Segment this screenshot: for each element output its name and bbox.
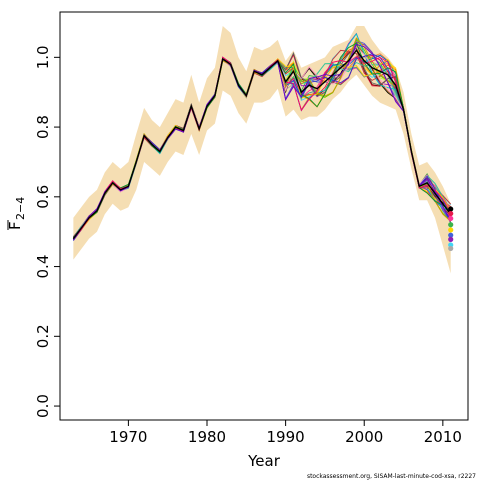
terminal-point [448, 206, 454, 212]
x-axis: 1970 1980 1990 2000 2010 [109, 420, 462, 446]
y-axis: 0.0 0.2 0.4 0.6 0.8 1.0 [34, 45, 60, 418]
y-axis-title-main: F [6, 221, 24, 230]
confidence-band-layer [73, 25, 451, 274]
terminal-point [448, 210, 454, 217]
y-axis-title: F 2−4 [6, 197, 27, 230]
terminal-points-layer [448, 206, 454, 252]
x-tick-label: 2000 [345, 428, 383, 446]
y-tick-label: 0.6 [34, 185, 52, 209]
y-tick-label: 0.4 [34, 255, 52, 279]
y-axis-title-sub: 2−4 [14, 197, 27, 220]
terminal-point [448, 215, 454, 222]
y-tick-label: 0.0 [34, 394, 52, 418]
retro-line [73, 47, 451, 238]
x-tick-label: 1970 [109, 428, 147, 446]
estimate-line-layer [72, 49, 452, 240]
terminal-point [448, 232, 454, 238]
terminal-point [448, 227, 454, 233]
y-tick-label: 0.8 [34, 115, 52, 139]
x-tick-label: 2010 [424, 428, 462, 446]
x-tick-label: 1980 [188, 428, 226, 446]
x-axis-title: Year [247, 452, 281, 470]
terminal-point [448, 245, 454, 252]
plot-frame [59, 11, 469, 421]
estimate-line [72, 49, 452, 240]
y-tick-label: 1.0 [34, 45, 52, 69]
terminal-point [448, 236, 454, 242]
confidence-band [73, 25, 451, 274]
x-tick-label: 1990 [267, 428, 305, 446]
terminal-point [448, 222, 454, 228]
y-tick-label: 0.2 [34, 324, 52, 348]
credit-text: stockassessment.org, SISAM-last-minute-c… [307, 473, 476, 480]
